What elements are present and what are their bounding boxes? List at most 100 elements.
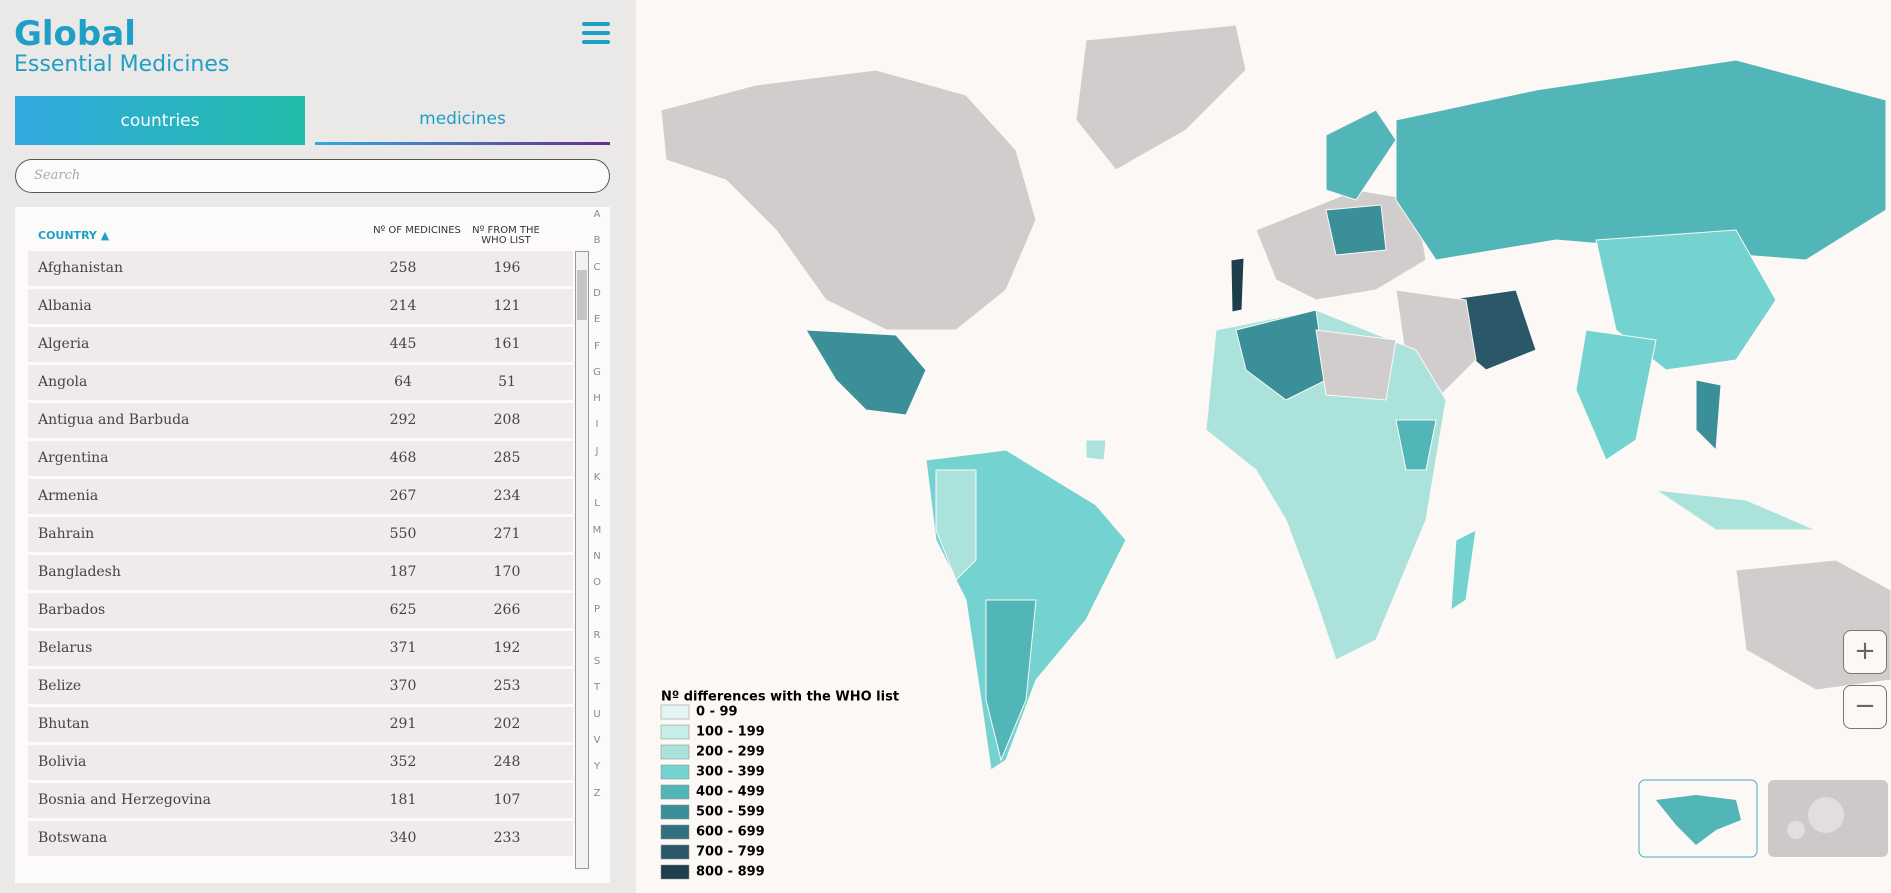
country-name: Bahrain	[38, 526, 95, 542]
alphabet-letter[interactable]: B	[593, 235, 601, 247]
alphabet-letter[interactable]: C	[593, 261, 601, 273]
alphabet-letter[interactable]: K	[593, 472, 601, 483]
table-row[interactable]: Belize 370 253	[28, 669, 573, 704]
column-header[interactable]: Nº OF MEDICINES	[373, 225, 461, 236]
who-count: 121	[493, 298, 521, 314]
alphabet-letter[interactable]: A	[593, 209, 601, 220]
medicines-count: 468	[389, 450, 417, 466]
country-name: Bhutan	[38, 716, 90, 732]
legend-swatch	[660, 784, 690, 800]
legend-label: 400 - 499	[696, 785, 765, 800]
column-header[interactable]: Nº FROM THE WHO LIST	[472, 225, 540, 246]
table-row[interactable]: Belarus 371 192	[28, 631, 573, 666]
alphabet-letter[interactable]: L	[594, 498, 600, 510]
country-name: Barbados	[38, 602, 106, 618]
medicines-count: 292	[389, 412, 417, 428]
table-row[interactable]: Bahrain 550 271	[28, 517, 573, 552]
search-input[interactable]: Search	[15, 159, 610, 193]
alphabet-letter[interactable]: J	[595, 445, 599, 457]
alphabet-letter[interactable]: H	[593, 393, 601, 405]
thumbnail-icon	[1808, 797, 1844, 833]
alphabet-letter[interactable]: E	[593, 314, 601, 326]
legend-label: 100 - 199	[696, 725, 765, 740]
table-row[interactable]: Argentina 468 285	[28, 441, 573, 476]
country-name: Armenia	[38, 488, 99, 504]
country-name: Botswana	[38, 830, 108, 846]
country-name: Afghanistan	[38, 260, 124, 276]
medicines-count: 340	[389, 830, 417, 846]
medicines-count: 291	[389, 716, 417, 732]
medicines-count: 550	[389, 526, 417, 542]
tab[interactable]: medicines	[315, 96, 610, 145]
table-row[interactable]: Barbados 625 266	[28, 593, 573, 628]
tab[interactable]: countries	[15, 96, 305, 145]
who-count: 202	[493, 716, 521, 732]
table-row[interactable]: Algeria 445 161	[28, 327, 573, 362]
alphabet-letter[interactable]: S	[593, 656, 601, 668]
alphabet-letter[interactable]: Y	[593, 761, 601, 773]
country-name: Algeria	[38, 336, 90, 352]
column-header-text: COUNTRY	[38, 229, 97, 242]
country-name: Argentina	[38, 450, 109, 466]
legend-swatch	[660, 864, 690, 880]
country-name: Bosnia and Herzegovina	[38, 792, 211, 808]
alphabet-letter[interactable]: I	[595, 419, 599, 431]
column-header[interactable]: COUNTRY ▲	[38, 229, 110, 242]
table-row[interactable]: Botswana 340 233	[28, 821, 573, 856]
country-shape	[1595, 229, 1777, 371]
legend: Nº differences with the WHO list 0 - 99 1…	[660, 690, 899, 880]
alphabet-letter[interactable]: R	[593, 629, 601, 641]
medicines-count: 352	[389, 754, 417, 770]
medicines-count: 214	[389, 298, 417, 314]
country-shape	[1395, 59, 1887, 261]
alphabet-letter[interactable]: Z	[593, 787, 601, 799]
menu-button[interactable]	[582, 22, 610, 48]
medicines-count: 370	[389, 678, 417, 694]
country-name: Belarus	[38, 640, 93, 656]
table-row[interactable]: Bolivia 352 248	[28, 745, 573, 780]
table-row[interactable]: Armenia 267 234	[28, 479, 573, 514]
table-row[interactable]: Afghanistan 258 196	[28, 251, 573, 286]
who-count: 107	[493, 792, 521, 808]
table-row[interactable]: Bhutan 291 202	[28, 707, 573, 742]
legend-label: 500 - 599	[696, 805, 765, 820]
alphabet-letter[interactable]: N	[593, 550, 601, 562]
legend-label: 600 - 699	[696, 825, 765, 840]
legend-swatch	[660, 744, 690, 760]
medicines-count: 181	[389, 792, 417, 808]
alphabet-letter[interactable]: P	[593, 603, 601, 615]
country-shape	[1655, 489, 1817, 531]
country-shape	[660, 69, 1037, 331]
table-row[interactable]: Angola 64 51	[28, 365, 573, 400]
medicines-count: 371	[389, 640, 417, 656]
legend-swatch	[660, 844, 690, 860]
alphabet-letter[interactable]: D	[593, 287, 601, 299]
scrollbar[interactable]	[575, 251, 589, 869]
table-row[interactable]: Bosnia and Herzegovina 181 107	[28, 783, 573, 818]
zoom-in-button[interactable]: +	[1843, 630, 1887, 674]
alphabet-letter[interactable]: M	[592, 524, 602, 536]
country-shape	[1230, 257, 1245, 313]
country-shape	[1315, 329, 1397, 401]
alphabet-letter[interactable]: U	[593, 708, 601, 720]
sidebar: Global Essential Medicines countries med…	[0, 0, 636, 893]
legend-swatch	[660, 724, 690, 740]
country-shape	[1695, 379, 1722, 452]
country-table: COUNTRY ▲ Nº OF MEDICINES Nº FROM THE WH…	[15, 207, 610, 883]
table-row[interactable]: Albania 214 121	[28, 289, 573, 324]
medicines-count: 445	[389, 336, 417, 352]
country-name: Angola	[38, 374, 88, 390]
country-name: Bangladesh	[38, 564, 121, 580]
country-shape	[1075, 24, 1247, 171]
alphabet-letter[interactable]: F	[594, 340, 600, 352]
alphabet-letter[interactable]: O	[593, 577, 601, 589]
table-row[interactable]: Antigua and Barbuda 292 208	[28, 403, 573, 438]
table-row[interactable]: Bangladesh 187 170	[28, 555, 573, 590]
alphabet-letter[interactable]: T	[593, 682, 601, 694]
alphabet-letter[interactable]: V	[593, 735, 601, 746]
zoom-out-button[interactable]: −	[1843, 685, 1887, 729]
country-shape	[1450, 529, 1477, 611]
who-count: 248	[493, 754, 521, 770]
alphabet-letter[interactable]: G	[593, 366, 601, 378]
